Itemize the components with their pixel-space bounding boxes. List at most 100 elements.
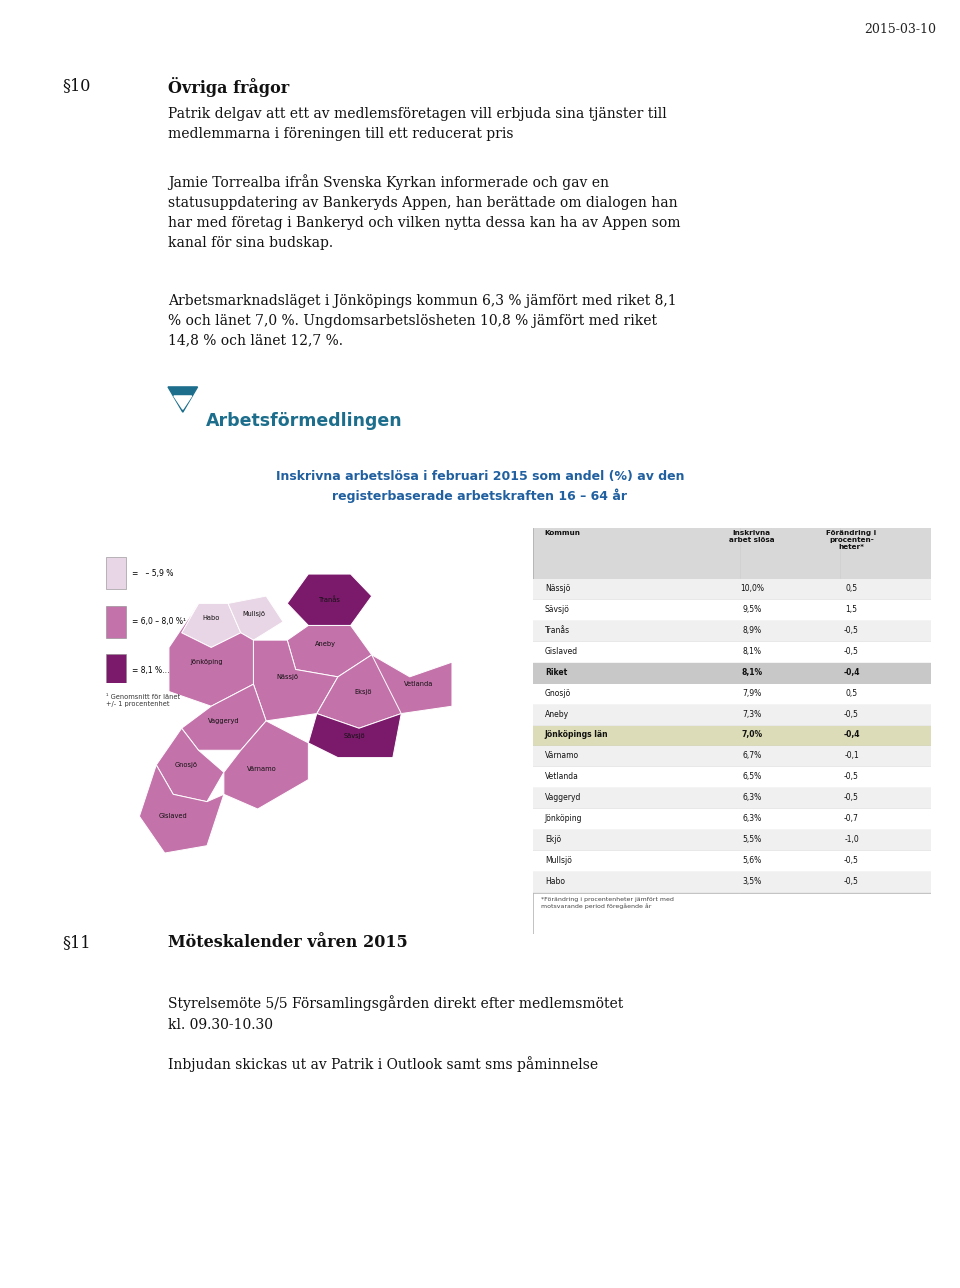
Polygon shape: [372, 654, 452, 714]
Text: ¹ Genomsnitt för länet
+/- 1 procentenhet: ¹ Genomsnitt för länet +/- 1 procentenhe…: [106, 694, 180, 707]
FancyBboxPatch shape: [106, 605, 126, 639]
Text: Habo: Habo: [203, 616, 220, 621]
Text: §10: §10: [62, 77, 91, 94]
FancyBboxPatch shape: [533, 725, 931, 747]
Text: Habo: Habo: [544, 877, 564, 886]
Text: 9,5%: 9,5%: [742, 604, 761, 613]
Text: Värnamo: Värnamo: [247, 765, 276, 772]
FancyBboxPatch shape: [533, 809, 931, 831]
Text: -0,5: -0,5: [844, 710, 859, 719]
Text: Sävsjö: Sävsjö: [544, 604, 569, 613]
FancyBboxPatch shape: [533, 528, 931, 578]
Polygon shape: [317, 654, 410, 728]
Text: 8,9%: 8,9%: [742, 626, 761, 635]
Polygon shape: [308, 714, 401, 757]
Text: 8,1%: 8,1%: [742, 647, 761, 656]
Text: Vetlanda: Vetlanda: [544, 773, 579, 782]
Text: Jamie Torrealba ifrån Svenska Kyrkan informerade och gav en
statusuppdatering av: Jamie Torrealba ifrån Svenska Kyrkan inf…: [168, 174, 681, 250]
Text: Gislaved: Gislaved: [158, 813, 187, 819]
Polygon shape: [168, 386, 198, 412]
Text: 6,7%: 6,7%: [742, 751, 761, 760]
FancyBboxPatch shape: [533, 621, 931, 641]
Text: 1,5: 1,5: [846, 604, 857, 613]
FancyBboxPatch shape: [533, 872, 931, 894]
FancyBboxPatch shape: [533, 747, 931, 768]
Text: = 8,1 %…: = 8,1 %…: [132, 666, 170, 675]
Text: §11: §11: [62, 934, 91, 951]
Polygon shape: [224, 721, 308, 809]
Text: =   – 5,9 %: = – 5,9 %: [132, 568, 174, 577]
Text: Arbetsförmedlingen: Arbetsförmedlingen: [206, 412, 403, 430]
FancyBboxPatch shape: [533, 600, 931, 621]
Text: 7,3%: 7,3%: [742, 710, 761, 719]
FancyBboxPatch shape: [533, 851, 931, 872]
Text: Gnosjö: Gnosjö: [544, 689, 571, 698]
Text: Förändring i
procenten-
heter*: Förändring i procenten- heter*: [827, 531, 876, 550]
Polygon shape: [253, 640, 338, 721]
Text: -0,5: -0,5: [844, 773, 859, 782]
Text: Vetlanda: Vetlanda: [403, 681, 433, 688]
Polygon shape: [287, 574, 372, 626]
Text: Eksjö: Eksjö: [354, 689, 372, 694]
Text: -0,4: -0,4: [843, 730, 860, 739]
Polygon shape: [156, 728, 224, 801]
Text: Ekjö: Ekjö: [544, 836, 561, 844]
Text: Gislaved: Gislaved: [544, 647, 578, 656]
Text: Möteskalender våren 2015: Möteskalender våren 2015: [168, 934, 408, 951]
Text: Arbetsmarknadsläget i Jönköpings kommun 6,3 % jämfört med riket 8,1
% och länet : Arbetsmarknadsläget i Jönköpings kommun …: [168, 294, 677, 348]
Text: Tranås: Tranås: [544, 626, 570, 635]
Text: 6,3%: 6,3%: [742, 793, 761, 802]
Text: Vaggeryd: Vaggeryd: [544, 793, 581, 802]
FancyBboxPatch shape: [533, 662, 931, 684]
Text: Kommun: Kommun: [544, 531, 581, 536]
Text: Mullsjö: Mullsjö: [242, 612, 265, 617]
FancyBboxPatch shape: [533, 578, 931, 600]
Text: Nässjö: Nässjö: [276, 674, 299, 680]
Text: 3,5%: 3,5%: [742, 877, 761, 886]
FancyBboxPatch shape: [533, 768, 931, 788]
Text: Inskrivna
arbet slösa: Inskrivna arbet slösa: [729, 531, 775, 544]
Text: 5,6%: 5,6%: [742, 857, 761, 866]
Text: -0,5: -0,5: [844, 877, 859, 886]
FancyBboxPatch shape: [533, 788, 931, 809]
Text: -0,7: -0,7: [844, 814, 859, 823]
Text: Styrelsemöte 5/5 Församlingsgården direkt efter medlemsmötet
kl. 09.30-10.30: Styrelsemöte 5/5 Församlingsgården direk…: [168, 996, 623, 1032]
Text: *Förändring i procentenheter jämfört med
motsvarande period föregående år: *Förändring i procentenheter jämfört med…: [540, 898, 674, 909]
FancyBboxPatch shape: [106, 654, 126, 687]
FancyBboxPatch shape: [533, 684, 931, 705]
FancyBboxPatch shape: [533, 641, 931, 662]
Text: -0,1: -0,1: [844, 751, 859, 760]
Text: Jönköping: Jönköping: [544, 814, 583, 823]
Text: 0,5: 0,5: [846, 583, 857, 592]
Text: 6,5%: 6,5%: [742, 773, 761, 782]
FancyBboxPatch shape: [106, 556, 126, 590]
Text: -0,5: -0,5: [844, 647, 859, 656]
FancyBboxPatch shape: [533, 705, 931, 725]
Text: Mullsjö: Mullsjö: [544, 857, 571, 866]
Text: -0,4: -0,4: [843, 667, 860, 676]
Text: Jönköping: Jönköping: [191, 659, 224, 665]
Text: Sävsjö: Sävsjö: [344, 733, 366, 738]
Text: Vaggeryd: Vaggeryd: [208, 717, 240, 724]
Text: Inbjudan skickas ut av Patrik i Outlook samt sms påminnelse: Inbjudan skickas ut av Patrik i Outlook …: [168, 1056, 598, 1072]
Text: -0,5: -0,5: [844, 626, 859, 635]
Text: 7,9%: 7,9%: [742, 689, 761, 698]
FancyBboxPatch shape: [533, 831, 931, 851]
Text: 10,0%: 10,0%: [740, 583, 764, 592]
Text: Patrik delgav att ett av medlemsföretagen vill erbjuda sina tjänster till
medlem: Patrik delgav att ett av medlemsföretage…: [168, 107, 667, 140]
Polygon shape: [174, 395, 192, 410]
Polygon shape: [139, 765, 224, 853]
Text: 2015-03-10: 2015-03-10: [864, 23, 936, 36]
Text: Jönköpings län: Jönköpings län: [544, 730, 609, 739]
Text: Riket: Riket: [544, 667, 567, 676]
Polygon shape: [287, 626, 372, 677]
Text: Aneby: Aneby: [315, 641, 336, 647]
Text: Nässjö: Nässjö: [544, 583, 570, 592]
Polygon shape: [228, 596, 283, 640]
Text: Inskrivna arbetslösa i februari 2015 som andel (%) av den
registerbaserade arbet: Inskrivna arbetslösa i februari 2015 som…: [276, 470, 684, 504]
Text: -0,5: -0,5: [844, 793, 859, 802]
Polygon shape: [181, 684, 266, 750]
Text: Gnosjö: Gnosjö: [175, 762, 198, 768]
Text: Övriga frågor: Övriga frågor: [168, 77, 289, 98]
Text: 6,3%: 6,3%: [742, 814, 761, 823]
